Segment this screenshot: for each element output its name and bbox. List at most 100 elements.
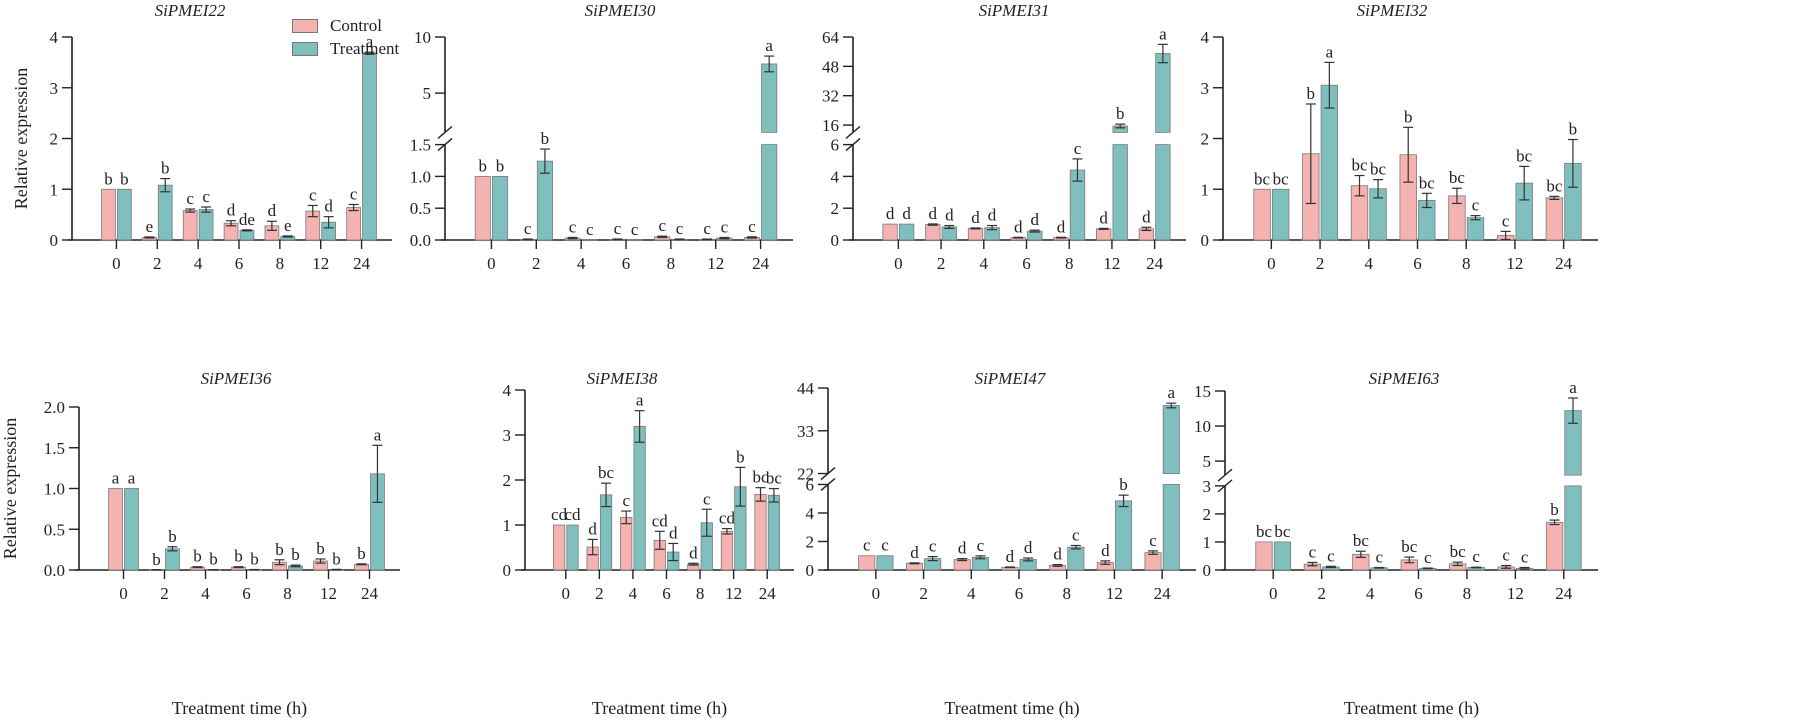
significance-letter: bc	[1546, 176, 1563, 195]
significance-letter: bc	[1274, 522, 1291, 541]
significance-letter: bc	[1449, 168, 1466, 187]
significance-letter: b	[291, 545, 300, 564]
significance-letter: b	[168, 527, 177, 546]
x-tick-label: 24	[361, 584, 379, 603]
significance-letter: d	[910, 543, 919, 562]
bar-treatment	[633, 426, 646, 571]
x-tick-label: 24	[1555, 584, 1573, 603]
legend-label-control: Control	[330, 15, 382, 35]
y-tick-label: 10	[1194, 417, 1211, 436]
bar-treatment	[239, 229, 255, 241]
significance-letter: bc	[1516, 146, 1533, 165]
significance-letter: c	[748, 217, 756, 236]
bar-treatment	[492, 175, 509, 241]
bar-treatment	[1273, 541, 1292, 571]
significance-letter: b	[332, 549, 341, 568]
x-tick-label: 24	[752, 254, 770, 273]
bar-treatment	[1155, 144, 1171, 241]
significance-letter: bc	[1419, 173, 1436, 192]
x-axis-label: Treatment time (h)	[592, 698, 727, 719]
bar-treatment	[1271, 188, 1290, 241]
significance-letter: bc	[1256, 522, 1273, 541]
y-tick-label: 5	[1203, 452, 1212, 471]
x-tick-label: 4	[980, 254, 989, 273]
y-tick-label: 0.5	[44, 520, 65, 539]
x-tick-label: 6	[1022, 254, 1031, 273]
bar-control	[1545, 521, 1564, 571]
x-tick-label: 4	[1366, 584, 1375, 603]
bar-control	[620, 516, 633, 571]
significance-letter: c	[309, 185, 317, 204]
significance-letter: bc	[1254, 169, 1271, 188]
x-tick-label: 24	[1146, 254, 1164, 273]
bar-control	[1096, 228, 1112, 241]
significance-letter: bc	[752, 468, 769, 487]
significance-letter: c	[524, 219, 532, 238]
y-tick-label: 10	[414, 28, 431, 47]
significance-letter: c	[1502, 546, 1510, 565]
bar-control	[754, 493, 767, 571]
y-tick-label: 33	[797, 422, 814, 441]
significance-letter: d	[1024, 538, 1033, 557]
bar-control	[101, 188, 116, 241]
x-tick-label: 6	[662, 584, 671, 603]
bar-control	[858, 555, 876, 571]
x-tick-label: 8	[1062, 584, 1071, 603]
y-tick-label: 1.0	[44, 480, 65, 499]
significance-letter: b	[1550, 500, 1559, 519]
y-axis-label: Relative expression	[11, 68, 31, 209]
significance-letter: cd	[551, 505, 568, 524]
y-tick-label: 1	[50, 180, 59, 199]
bar-treatment	[198, 209, 214, 241]
significance-letter: c	[1149, 531, 1157, 550]
significance-letter: cd	[564, 505, 581, 524]
significance-letter: b	[1404, 107, 1413, 126]
significance-letter: c	[1072, 525, 1080, 544]
significance-letter: c	[1502, 211, 1510, 230]
x-tick-label: 0	[1267, 254, 1276, 273]
panel-title: SiPMEI36	[201, 369, 272, 388]
y-tick-label: 0	[50, 231, 59, 250]
legend: Control Treatment	[292, 14, 399, 60]
y-tick-label: 3	[503, 426, 512, 445]
significance-letter: d	[971, 208, 980, 227]
bar-treatment	[566, 524, 579, 571]
significance-letter: c	[614, 219, 622, 238]
x-tick-label: 24	[1154, 584, 1172, 603]
significance-letter: d	[958, 539, 967, 558]
significance-letter: d	[902, 204, 911, 223]
significance-letter: b	[316, 539, 325, 558]
bar-control	[1255, 541, 1273, 571]
significance-letter: c	[676, 219, 684, 238]
significance-letter: b	[209, 550, 218, 569]
significance-letter: c	[186, 189, 194, 208]
bar-control	[346, 207, 361, 241]
x-tick-label: 24	[353, 254, 371, 273]
y-axis-label: Relative expression	[0, 418, 20, 559]
y-tick-label: 3	[50, 79, 59, 98]
significance-letter: e	[146, 217, 154, 236]
panel-title: SiPMEI32	[1357, 1, 1428, 20]
x-tick-label: 6	[242, 584, 251, 603]
y-tick-label: 4	[806, 504, 815, 523]
x-axis-label: Treatment time (h)	[944, 698, 1079, 719]
significance-letter: bc	[1273, 169, 1290, 188]
x-tick-label: 0	[894, 254, 903, 273]
significance-letter: a	[374, 425, 382, 444]
significance-letter: a	[1569, 378, 1577, 397]
significance-letter: d	[689, 543, 698, 562]
bar-treatment	[876, 555, 894, 571]
significance-letter: d	[886, 204, 895, 223]
significance-letter: b	[736, 447, 745, 466]
bar-treatment	[124, 488, 139, 571]
x-tick-label: 24	[759, 584, 777, 603]
panel-sipmei38: SiPMEI38012340cdcd2dbc4ca6cdd8dc12cdb24b…	[503, 369, 794, 719]
bar-control	[552, 524, 566, 571]
significance-letter: b	[1119, 475, 1128, 494]
y-tick-label: 6	[806, 475, 815, 494]
y-tick-label: 2	[831, 199, 840, 218]
significance-letter: c	[350, 184, 358, 203]
x-tick-label: 4	[194, 254, 203, 273]
